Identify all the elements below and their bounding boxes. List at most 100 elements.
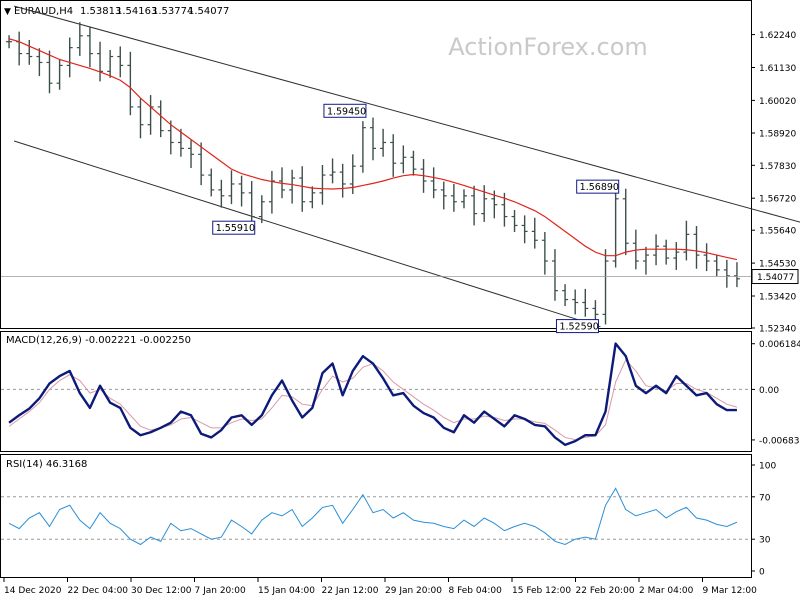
svg-text:1.52590: 1.52590 bbox=[559, 322, 598, 333]
price-bar bbox=[370, 117, 376, 161]
price-bar bbox=[471, 185, 478, 226]
price-tick-label: 1.57830 bbox=[759, 162, 796, 172]
price-bar bbox=[440, 181, 447, 210]
macd-tick-label: -0.006837 bbox=[759, 436, 800, 446]
header-symbol: EURAUD,H4 bbox=[14, 6, 73, 17]
header-low: 1.53774 bbox=[152, 6, 193, 17]
price-bar bbox=[137, 98, 144, 139]
macd-tick-label: 0.00 bbox=[759, 386, 779, 396]
price-bar bbox=[642, 246, 649, 275]
annotation-label: 1.56890 bbox=[576, 179, 620, 194]
macd-lines bbox=[8, 342, 738, 447]
price-bar bbox=[46, 50, 53, 94]
time-tick-label: 15 Feb 12:00 bbox=[512, 586, 571, 596]
price-bar bbox=[289, 169, 296, 204]
svg-text:1.56890: 1.56890 bbox=[580, 182, 619, 193]
channel-lower-line bbox=[13, 140, 601, 328]
macd-line bbox=[8, 342, 737, 447]
price-bar bbox=[238, 175, 245, 207]
price-bar bbox=[339, 163, 346, 198]
annotation-label: 1.52590 bbox=[555, 319, 599, 334]
time-tick-label: 8 Feb 04:00 bbox=[449, 586, 503, 596]
price-bar bbox=[319, 165, 326, 205]
time-tick-label: 9 Mar 12:00 bbox=[703, 586, 758, 596]
price-tick-label: 1.62240 bbox=[759, 31, 796, 41]
svg-text:1.59450: 1.59450 bbox=[327, 106, 366, 117]
price-tick-label: 1.58920 bbox=[759, 129, 796, 139]
rsi-tick-label: 100 bbox=[759, 462, 776, 472]
price-bar bbox=[26, 39, 33, 65]
price-bar bbox=[167, 120, 174, 155]
time-tick-label: 22 Dec 04:00 bbox=[68, 586, 129, 596]
annotation-label: 1.59450 bbox=[323, 103, 367, 118]
price-bar bbox=[6, 35, 13, 49]
price-panel bbox=[0, 0, 752, 329]
channel-upper-line bbox=[13, 5, 800, 223]
time-tick-label: 22 Feb 20:00 bbox=[576, 586, 635, 596]
price-bar bbox=[228, 170, 235, 205]
macd-title: MACD(12,26,9) -0.002221 -0.002250 bbox=[6, 335, 191, 346]
svg-text:1.55910: 1.55910 bbox=[216, 223, 255, 234]
price-bar bbox=[693, 226, 700, 269]
macd-panel bbox=[0, 331, 752, 452]
price-bar bbox=[188, 140, 195, 168]
price-annotations: 1.59450 1.55910 1.56890 1.52590 bbox=[212, 103, 620, 334]
price-bar bbox=[582, 288, 589, 317]
macd-axis: 0.006184 0.00 -0.006837 bbox=[1, 340, 800, 446]
channel-lines bbox=[13, 5, 800, 328]
price-bar bbox=[622, 188, 629, 256]
price-tick-label: 1.61130 bbox=[759, 64, 796, 74]
price-bar bbox=[481, 185, 488, 222]
price-bar bbox=[683, 220, 690, 261]
rsi-line bbox=[8, 487, 738, 546]
current-price-box bbox=[751, 269, 799, 285]
price-bar bbox=[511, 210, 518, 232]
price-bar bbox=[97, 41, 104, 82]
time-tick-label: 2 Mar 04:00 bbox=[639, 586, 694, 596]
price-bar bbox=[551, 249, 558, 301]
current-price: 1.54077 bbox=[1, 269, 799, 285]
price-bar bbox=[410, 150, 417, 176]
price-bar bbox=[117, 46, 124, 78]
price-bar bbox=[218, 179, 225, 208]
rsi-axis: 100 70 30 0 bbox=[1, 462, 776, 578]
price-bar bbox=[329, 158, 336, 184]
price-bar bbox=[572, 289, 579, 315]
time-tick-label: 22 Jan 12:00 bbox=[322, 586, 379, 596]
price-bar bbox=[76, 22, 83, 56]
macd-tick-label: 0.006184 bbox=[759, 340, 800, 350]
price-bar bbox=[359, 121, 366, 173]
watermark: ActionForex.com bbox=[448, 33, 648, 61]
time-tick-label: 29 Jan 20:00 bbox=[385, 586, 442, 596]
price-axis: 1.62240 1.61130 1.60020 1.58920 1.57830 1.567… bbox=[751, 31, 796, 335]
price-bar bbox=[127, 51, 134, 116]
ma-line bbox=[8, 38, 738, 261]
price-bar bbox=[733, 262, 740, 288]
header-close: 1.54077 bbox=[188, 6, 229, 17]
price-bar bbox=[541, 231, 548, 275]
price-bar bbox=[177, 128, 184, 157]
rsi-panel bbox=[0, 454, 752, 578]
price-bar bbox=[390, 134, 397, 177]
price-bar bbox=[208, 168, 215, 197]
current-price-label: 1.54077 bbox=[757, 273, 794, 283]
collapse-triangle-icon[interactable]: ▼ bbox=[4, 7, 11, 17]
price-bar bbox=[198, 142, 205, 186]
rsi-series-line bbox=[8, 487, 738, 546]
price-bar bbox=[673, 242, 680, 270]
rsi-tick-label: 0 bbox=[759, 568, 765, 578]
header-high: 1.54163 bbox=[116, 6, 157, 17]
price-bar bbox=[36, 48, 43, 77]
price-bar bbox=[380, 128, 387, 157]
header-open: 1.53813 bbox=[80, 6, 121, 17]
rsi-tick-label: 70 bbox=[759, 493, 771, 503]
time-tick-label: 7 Jan 20:00 bbox=[195, 586, 247, 596]
time-axis: 14 Dec 2020 22 Dec 04:00 30 Dec 12:00 7 Jan… bbox=[3, 578, 758, 596]
price-tick-label: 1.60020 bbox=[759, 97, 796, 107]
price-bar bbox=[66, 37, 73, 78]
price-bar bbox=[309, 186, 316, 209]
price-tick-label: 1.56720 bbox=[759, 195, 796, 205]
price-bar bbox=[299, 166, 306, 212]
